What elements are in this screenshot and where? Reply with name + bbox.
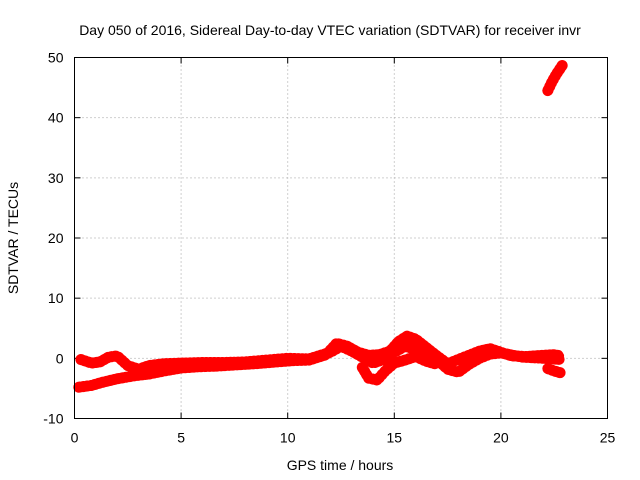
y-tick-label: 30 (48, 170, 64, 186)
y-tick-label: 40 (48, 110, 64, 126)
axis-ticks: 0 5 10 15 20 25 -10 0 10 20 30 40 50 (43, 50, 615, 446)
y-tick-label: 0 (56, 350, 64, 366)
plot-frame (74, 57, 608, 419)
x-tick-label: 0 (71, 430, 79, 446)
x-tick-label: 15 (387, 430, 403, 446)
y-tick-label: -10 (43, 411, 63, 427)
series-trace-b-markers (75, 340, 567, 378)
series-trace-c-markers (356, 351, 441, 386)
data-series (73, 59, 569, 393)
chart-title: Day 050 of 2016, Sidereal Day-to-day VTE… (79, 22, 581, 38)
x-tick-label: 25 (600, 430, 616, 446)
x-axis-label: GPS time / hours (287, 457, 394, 473)
series-trace-d-markers (542, 363, 567, 379)
y-tick-label: 10 (48, 290, 64, 306)
y-tick-label: 50 (48, 50, 64, 66)
x-tick-label: 5 (177, 430, 185, 446)
x-tick-label: 20 (493, 430, 509, 446)
series-trace-e-markers (542, 59, 569, 97)
y-tick-label: 20 (48, 230, 64, 246)
x-tick-label: 10 (280, 430, 296, 446)
y-axis-label: SDTVAR / TECUs (5, 182, 21, 294)
